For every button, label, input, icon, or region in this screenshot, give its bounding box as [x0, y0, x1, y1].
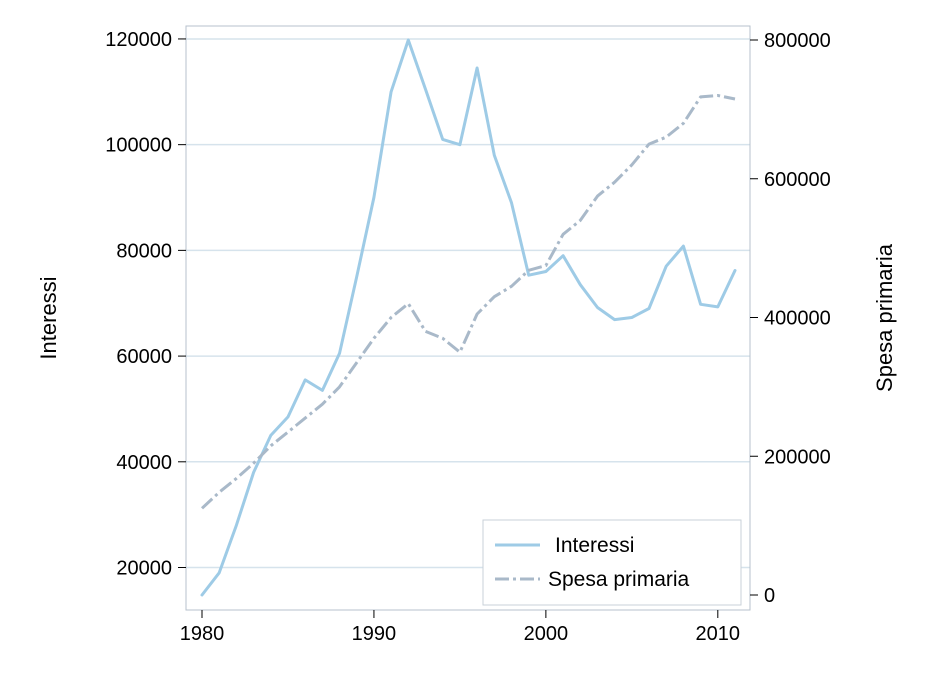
left-tick-label: 60000	[116, 346, 172, 368]
gridlines	[186, 38, 750, 569]
right-tick-label: 800000	[764, 30, 831, 52]
left-tick-label: 40000	[116, 452, 172, 474]
legend-label-interessi: Interessi	[555, 534, 634, 557]
series-group	[200, 38, 737, 597]
right-y-axis: 0 200000 400000 600000 800000	[750, 30, 831, 607]
right-tick-label: 600000	[764, 169, 831, 191]
left-tick-label: 80000	[116, 240, 172, 262]
legend-label-spesa-primaria: Spesa primaria	[548, 568, 690, 591]
legend: Interessi Spesa primaria	[482, 519, 742, 606]
right-axis-title: Spesa primaria	[872, 243, 897, 392]
left-axis-title: Interessi	[36, 276, 61, 359]
left-tick-label: 120000	[105, 29, 172, 51]
left-tick-label: 20000	[116, 558, 172, 580]
series-line-interessi	[200, 38, 737, 597]
left-y-axis: 20000 40000 60000 80000 100000 120000	[105, 29, 186, 580]
legend-box	[482, 519, 742, 606]
x-tick-label: 2000	[524, 623, 569, 645]
x-tick-label: 2010	[696, 623, 741, 645]
series-line-spesa-primaria	[200, 94, 736, 510]
right-tick-label: 200000	[764, 446, 831, 468]
left-tick-label: 100000	[105, 135, 172, 157]
right-tick-label: 400000	[764, 308, 831, 330]
x-tick-label: 1990	[352, 623, 397, 645]
x-axis: 1980 1990 2000 2010	[180, 610, 740, 645]
right-tick-label: 0	[764, 585, 775, 607]
x-tick-label: 1980	[180, 623, 225, 645]
